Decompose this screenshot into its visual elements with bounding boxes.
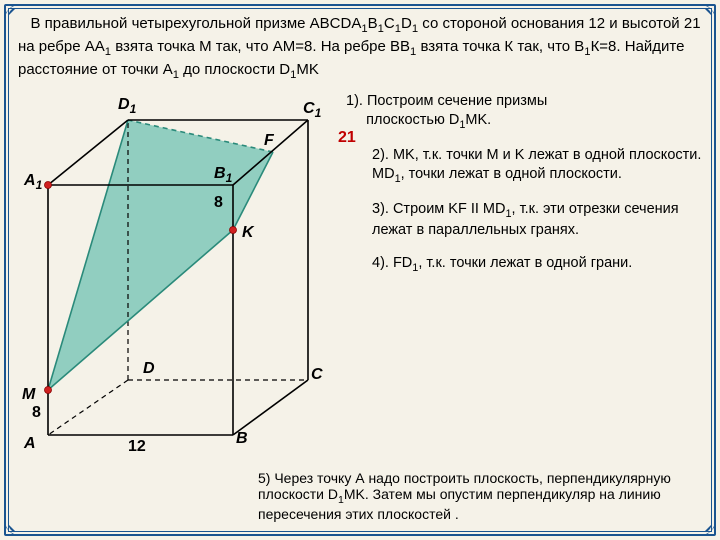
step-3: 3). Строим KF II MD1, т.к. эти отрезки с… (346, 200, 702, 240)
label-D: D (143, 360, 155, 378)
step-5: 5) Через точку А надо построить плоскост… (258, 470, 696, 522)
step-2: 2). MK, т.к. точки M и K лежат в одной п… (346, 146, 702, 186)
main-row: D1 C1 A1 B1 F K D C M A B 8 8 12 21 1). … (18, 90, 702, 485)
corner-ornament (700, 520, 718, 538)
num-AM: 8 (32, 404, 41, 422)
corner-ornament (700, 2, 718, 20)
label-D1: D1 (118, 96, 136, 116)
label-M: M (22, 386, 35, 404)
content-area: В правильной четырехугольной призме ABCD… (18, 14, 702, 526)
label-B1: B1 (214, 165, 232, 185)
steps: 21 1). Построим сечение призмы плоскость… (338, 90, 702, 485)
num-height: 21 (338, 128, 356, 149)
step-4: 4). FD1, т.к. точки лежат в одной грани. (346, 254, 702, 275)
label-A1: A1 (24, 172, 42, 192)
num-AB: 12 (128, 438, 146, 456)
label-C1: C1 (303, 100, 321, 120)
prism-svg (18, 90, 338, 485)
label-K: K (242, 224, 254, 242)
label-C: C (311, 366, 323, 384)
diagram: D1 C1 A1 B1 F K D C M A B 8 8 12 (18, 90, 338, 485)
num-B1K: 8 (214, 194, 223, 212)
label-B: B (236, 430, 248, 448)
label-A: A (24, 435, 36, 453)
problem-statement: В правильной четырехугольной призме ABCD… (18, 14, 702, 84)
label-F: F (264, 132, 274, 150)
step-1: 1). Построим сечение призмы плоскостью D… (346, 92, 702, 132)
